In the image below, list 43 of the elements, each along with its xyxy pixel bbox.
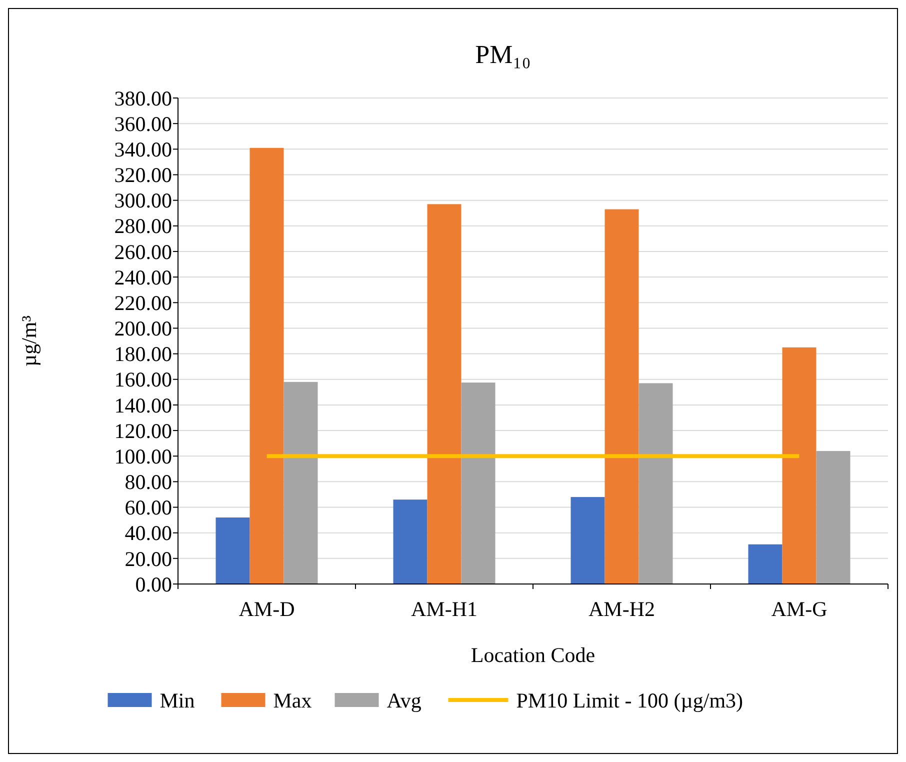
bar: [570, 497, 605, 584]
bar: [461, 382, 496, 584]
y-tick-label: 0.00: [135, 572, 172, 596]
y-tick-label: 60.00: [124, 496, 172, 520]
x-axis-title: Location Code: [470, 643, 596, 667]
y-tick-label: 240.00: [114, 265, 172, 290]
y-tick-label: 260.00: [114, 240, 172, 264]
bar: [604, 209, 639, 584]
bar: [748, 544, 782, 584]
y-tick-label: 140.00: [114, 393, 172, 418]
y-tick-label: 220.00: [114, 290, 172, 315]
legend-label: Max: [273, 688, 312, 712]
bar: [393, 500, 428, 584]
legend-label: PM10 Limit - 100 (µg/m3): [516, 688, 744, 712]
y-tick-label: 380.00: [114, 86, 172, 110]
y-tick-label: 80.00: [124, 470, 172, 494]
legend-label: Avg: [386, 688, 422, 712]
bar: [216, 517, 250, 584]
y-tick-label: 320.00: [114, 163, 172, 188]
y-axis-title: µg/m³: [17, 315, 41, 367]
y-tick-label: 160.00: [114, 368, 172, 392]
x-tick-label: AM-D: [238, 597, 295, 621]
bar: [250, 148, 284, 584]
bar: [816, 450, 850, 584]
y-tick-label: 360.00: [114, 112, 172, 136]
y-tick-label: 180.00: [114, 342, 172, 366]
y-tick-label: 300.00: [114, 188, 172, 213]
y-tick-label: 100.00: [114, 444, 172, 468]
y-tick-label: 200.00: [114, 316, 172, 341]
bar: [427, 204, 462, 584]
chart-title: PM₁₀: [475, 40, 531, 69]
bar: [782, 347, 816, 584]
x-tick-label: AM-H2: [588, 597, 655, 621]
y-tick-label: 280.00: [114, 214, 172, 238]
y-tick-label: 20.00: [124, 546, 172, 571]
bar: [284, 382, 318, 584]
y-tick-label: 340.00: [114, 138, 172, 162]
bar: [638, 383, 673, 584]
x-tick-label: AM-H1: [411, 597, 478, 621]
y-tick-label: 40.00: [124, 521, 172, 546]
legend-label: Min: [160, 688, 196, 712]
x-tick-label: AM-G: [771, 597, 828, 621]
y-tick-label: 120.00: [114, 418, 172, 443]
